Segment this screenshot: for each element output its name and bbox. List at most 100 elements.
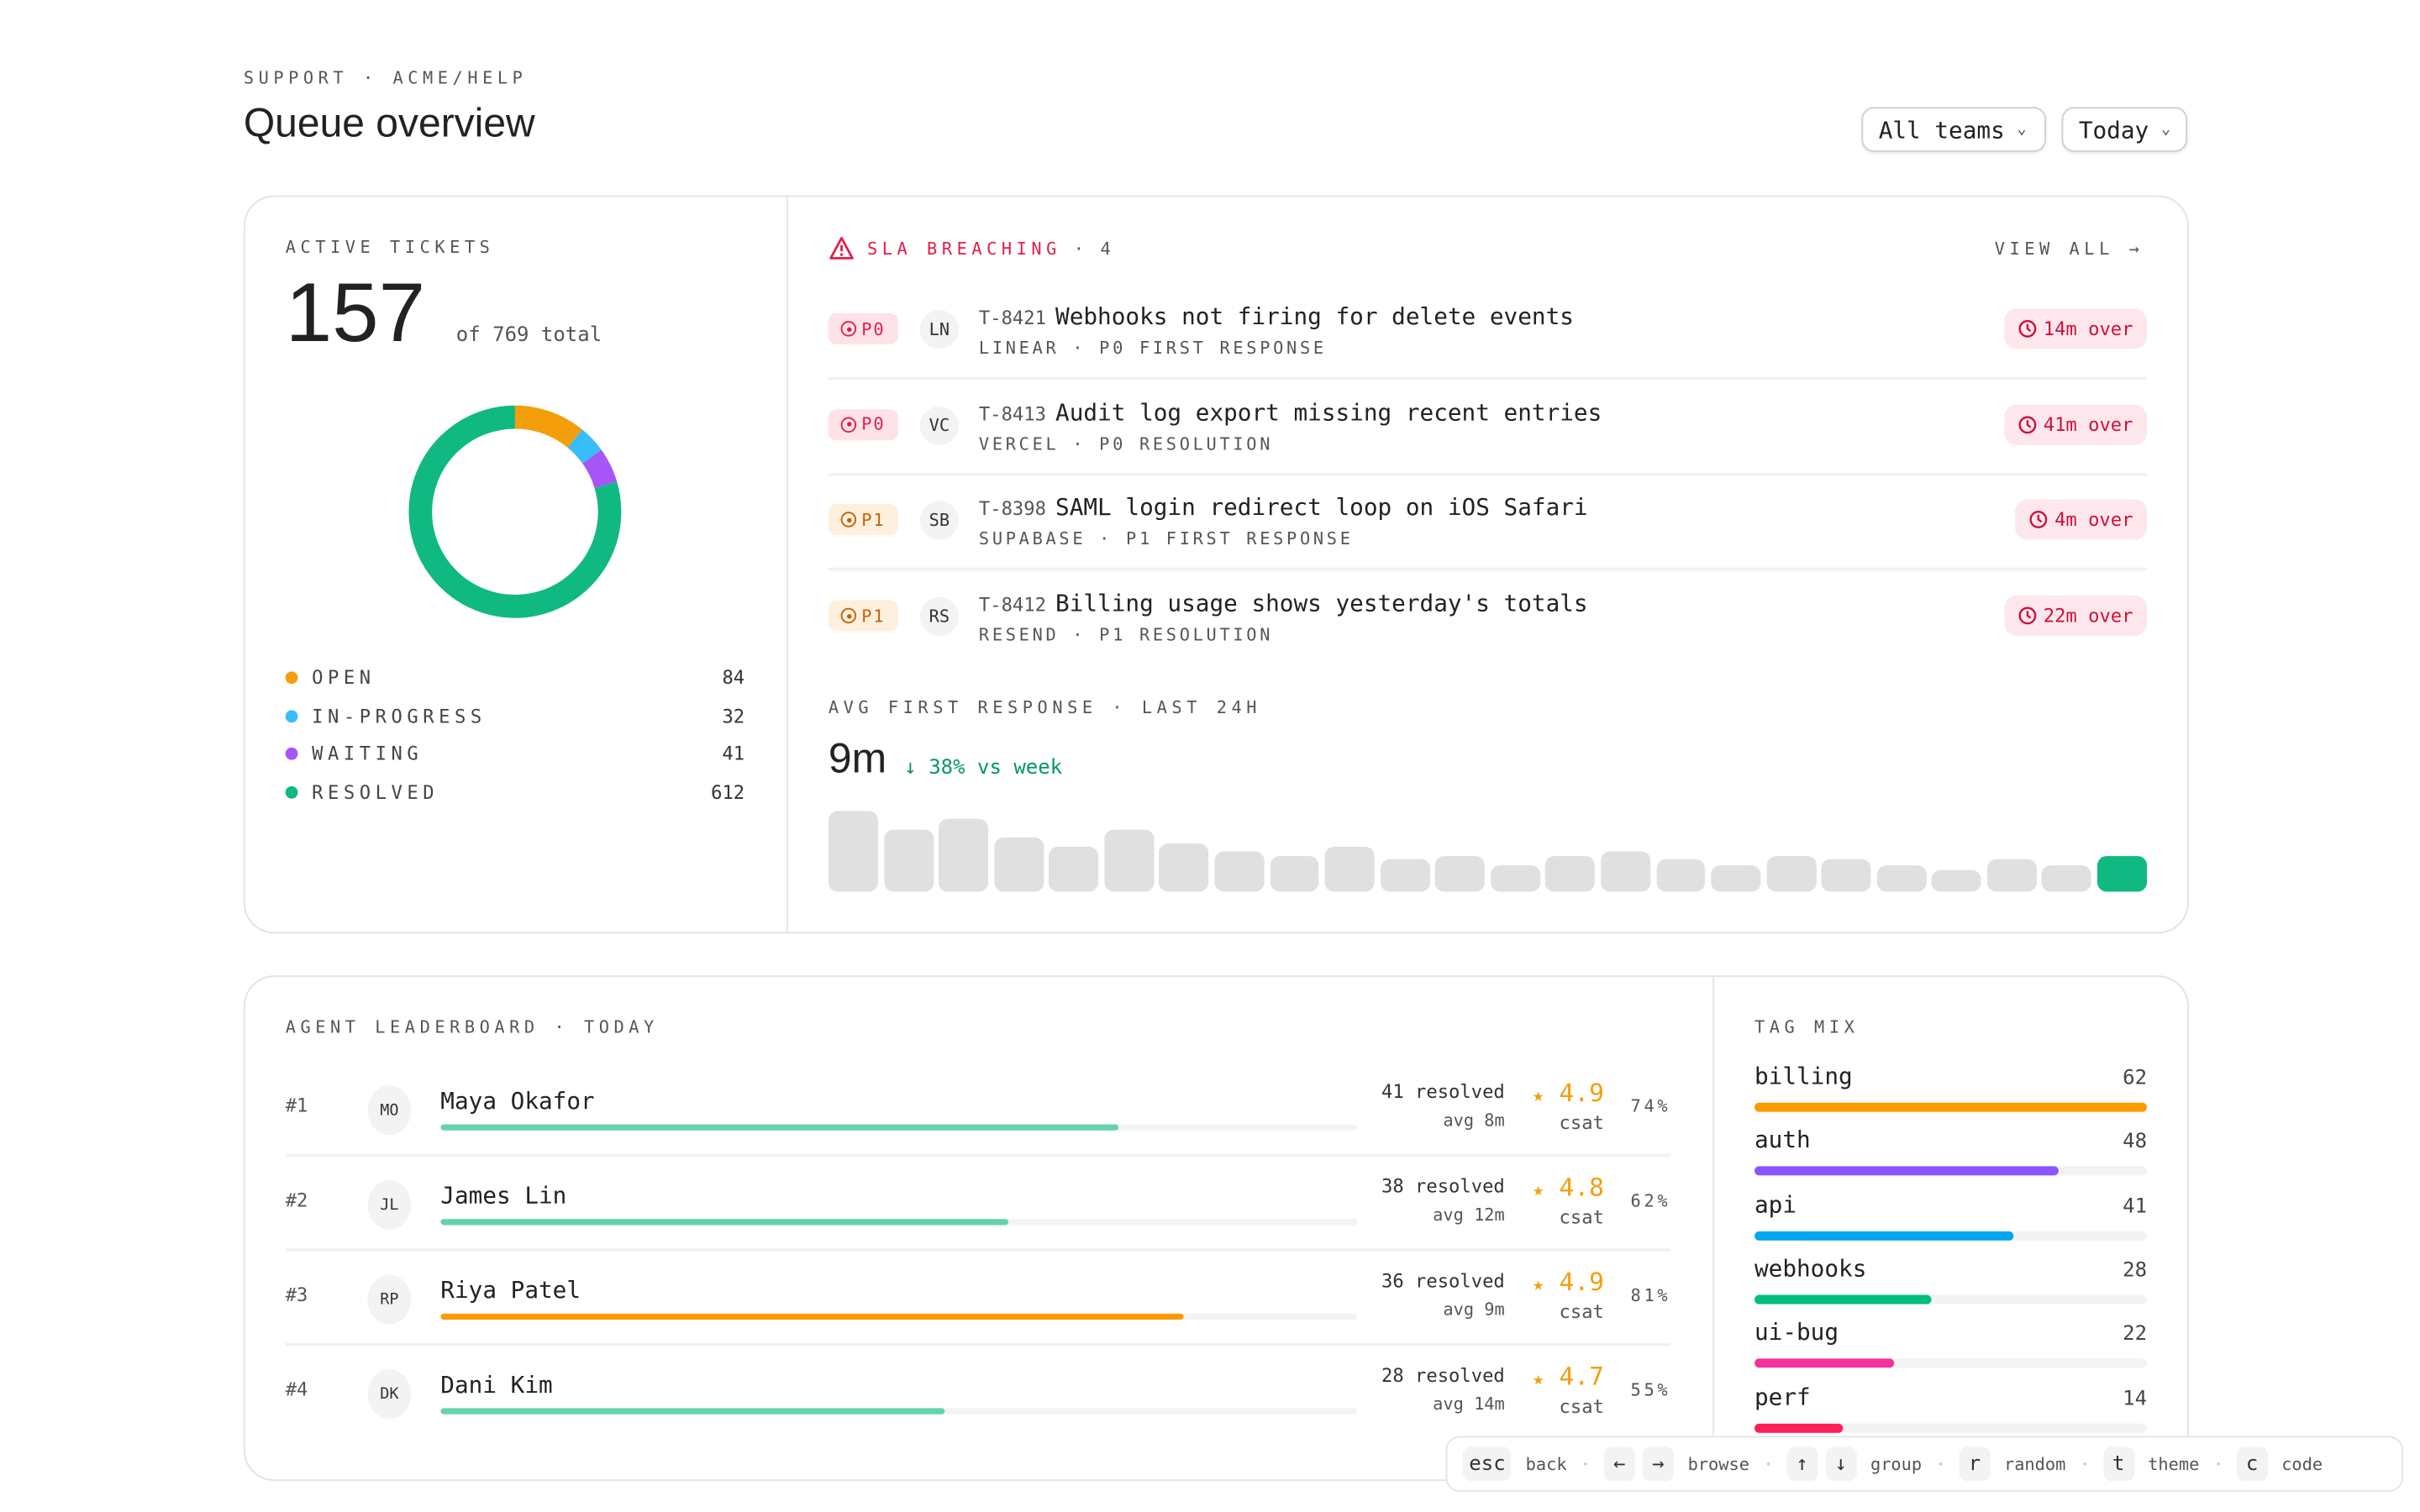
response-bar [1876, 864, 1927, 892]
tag-bar-fill [1754, 1102, 2148, 1112]
tag-bar [1754, 1102, 2148, 1112]
star-icon: ★ [1532, 1179, 1544, 1200]
sla-ticket-row[interactable]: P0 VC T-8413 Audit log export missing recen… [828, 378, 2148, 476]
agent-row[interactable]: #4 DK Dani Kim 28 resolved avg 14m ★ 4.7 csat 55… [286, 1345, 1671, 1438]
agent-name: Dani Kim [440, 1370, 553, 1399]
tag-item[interactable]: ui-bug 22 [1754, 1318, 2148, 1378]
agent-progress-bar [440, 1219, 1358, 1226]
avatar: VC [919, 406, 959, 445]
sla-ticket-row[interactable]: P0 LN T-8421 Webhooks not firing for delete… [828, 282, 2148, 381]
priority-target-icon [841, 417, 857, 433]
ticket-title[interactable]: Billing usage shows yesterday's totals [1055, 589, 1588, 617]
tag-count: 48 [2123, 1131, 2148, 1155]
view-all-link[interactable]: VIEW ALL → [1994, 239, 2144, 260]
response-delta: ↓ 38% vs week [904, 756, 1063, 780]
agent-percent: 81% [1630, 1285, 1671, 1306]
shortcut-back[interactable]: esc back [1462, 1446, 1567, 1482]
leaderboard-label: AGENT LEADERBOARD · TODAY [285, 1017, 659, 1038]
ticket-meta: RESEND · P1 RESOLUTION [978, 625, 1274, 646]
tag-bar-fill [1754, 1166, 2059, 1176]
shortcut-theme[interactable]: t theme [2102, 1446, 2200, 1482]
legend-dot [285, 748, 298, 760]
legend-item: OPEN 84 [285, 666, 744, 689]
agent-percent: 62% [1630, 1190, 1671, 1211]
legend-value: 41 [722, 743, 745, 765]
resolved-count: 41 resolved [1381, 1080, 1505, 1103]
team-filter-label: All teams [1878, 115, 2005, 144]
agent-row[interactable]: #1 MO Maya Okafor 41 resolved avg 8m ★ 4.9 csat… [285, 1061, 1671, 1158]
avg-response: avg 14m [1433, 1394, 1505, 1415]
shortcut-random[interactable]: r random [1959, 1446, 2065, 1482]
divider [786, 197, 788, 932]
resolved-count: 36 resolved [1381, 1269, 1505, 1292]
csat-label: csat [1559, 1111, 1604, 1134]
avatar: RP [367, 1274, 412, 1325]
divider [1712, 977, 1714, 1480]
legend-label: IN-PROGRESS [312, 705, 487, 727]
legend-label: RESOLVED [312, 781, 439, 803]
agent-progress-fill [440, 1313, 1184, 1320]
legend-dot [285, 671, 298, 685]
legend-item: IN-PROGRESS 32 [285, 705, 744, 727]
sla-over-badge: 14m over [2004, 308, 2148, 349]
tag-name: ui-bug [1754, 1318, 1839, 1347]
clock-icon [2030, 511, 2049, 529]
priority-badge: P1 [828, 600, 898, 632]
priority-target-icon [841, 512, 857, 528]
shortcut-label: theme [2148, 1453, 2200, 1474]
agent-rank: #2 [285, 1189, 308, 1211]
active-ticket-count: 157 [285, 266, 426, 360]
row-divider [285, 1153, 1671, 1158]
response-bar [1104, 829, 1155, 892]
legend-item: RESOLVED 612 [285, 781, 745, 803]
sla-ticket-row[interactable]: P1 SB T-8398 SAML login redirect loop on iO… [828, 474, 2148, 572]
avatar: SB [919, 501, 959, 541]
tag-item[interactable]: billing 62 [1754, 1063, 2148, 1121]
tag-bar [1754, 1166, 2148, 1176]
separator-dot [1583, 1462, 1587, 1466]
key-cap: → [1643, 1446, 1674, 1482]
agent-row[interactable]: #2 JL James Lin 38 resolved avg 12m ★ 4.8 csat 6… [285, 1155, 1671, 1252]
priority-label: P0 [861, 414, 886, 435]
tag-item[interactable]: auth 48 [1754, 1126, 2148, 1185]
ticket-id: T-8421 [978, 307, 1046, 329]
tag-item[interactable]: api 41 [1754, 1190, 2148, 1249]
priority-label: P1 [861, 606, 886, 627]
avatar: RS [919, 596, 959, 637]
date-filter-dropdown[interactable]: Today ⌄ [2061, 107, 2188, 152]
sla-ticket-row[interactable]: P1 RS T-8412 Billing usage shows yesterday'… [828, 570, 2148, 663]
key-cap: c [2236, 1446, 2268, 1482]
ticket-title[interactable]: Audit log export missing recent entries [1055, 397, 1602, 427]
response-bar [1380, 859, 1430, 892]
ticket-title[interactable]: SAML login redirect loop on iOS Safari [1055, 493, 1588, 522]
response-bar [1490, 864, 1540, 892]
shortcut-label: group [1870, 1453, 1923, 1474]
shortcut-browse[interactable]: ← → browse [1603, 1446, 1749, 1482]
ticket-title[interactable]: Webhooks not firing for delete events [1055, 302, 1574, 331]
agent-row[interactable]: #3 RP Riya Patel 36 resolved avg 9m ★ 4.9 csat 8… [285, 1250, 1671, 1347]
legend-value: 612 [711, 781, 745, 803]
legend-dot [285, 709, 298, 722]
agent-progress-bar [440, 1313, 1358, 1320]
shortcut-label: code [2281, 1453, 2323, 1474]
row-divider [285, 1248, 1671, 1252]
over-time: 41m over [2043, 413, 2133, 436]
sla-over-badge: 4m over [2015, 500, 2148, 541]
key-cap: ← [1603, 1446, 1635, 1482]
shortcut-label: back [1525, 1453, 1567, 1474]
team-filter-dropdown[interactable]: All teams ⌄ [1861, 107, 2047, 152]
priority-label: P0 [861, 318, 886, 339]
shortcut-code[interactable]: c code [2236, 1446, 2323, 1482]
tag-item[interactable]: webhooks 28 [1754, 1254, 2148, 1313]
response-bar [1711, 864, 1761, 892]
response-bar [1986, 859, 2037, 892]
agent-percent: 74% [1630, 1096, 1671, 1117]
response-bar [2097, 856, 2148, 892]
tag-item[interactable]: perf 14 [1754, 1383, 2148, 1441]
tag-bar [1754, 1422, 2148, 1432]
response-bar [883, 829, 934, 892]
shortcut-group[interactable]: ↑ ↓ group [1786, 1446, 1923, 1482]
legend-label: OPEN [312, 666, 376, 689]
resolved-count: 28 resolved [1381, 1364, 1505, 1387]
